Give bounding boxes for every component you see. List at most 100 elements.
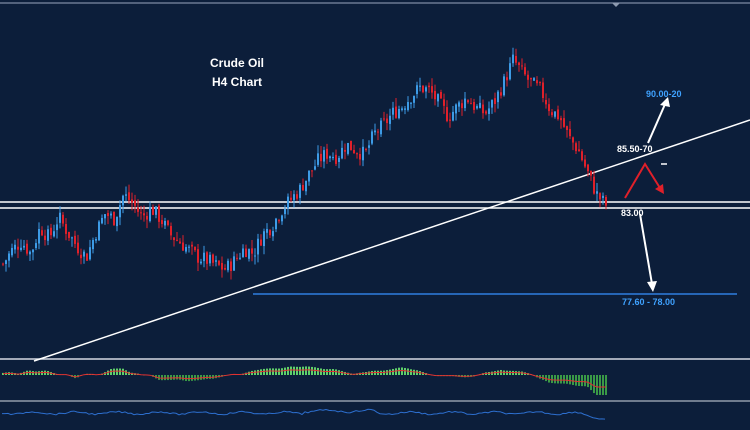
bear-candle (269, 230, 271, 236)
bear-candle (506, 77, 508, 81)
bear-candle (212, 254, 214, 263)
histogram-bar (407, 368, 409, 375)
bull-candle (503, 76, 505, 96)
histogram-bar (548, 375, 550, 383)
bear-candle (302, 185, 304, 191)
bull-candle (491, 100, 493, 108)
histogram-bar (395, 368, 397, 375)
histogram-bar (563, 375, 565, 384)
bear-candle (335, 154, 337, 164)
bear-candle (218, 260, 220, 265)
bull-candle (332, 156, 334, 159)
bear-candle (482, 104, 484, 114)
bear-candle (560, 118, 562, 121)
histogram-bar (584, 375, 586, 387)
bull-candle (227, 260, 229, 271)
bull-candle (389, 115, 391, 124)
top-marker-icon (612, 3, 620, 7)
bull-candle (362, 146, 364, 161)
bear-candle (344, 149, 346, 152)
bull-candle (29, 251, 31, 255)
bull-candle (35, 243, 37, 249)
histogram-bar (320, 368, 322, 375)
bull-candle (71, 237, 73, 239)
bear-candle (431, 86, 433, 93)
bear-candle (365, 148, 367, 150)
histogram-bar (299, 366, 301, 375)
arrow-down-head-icon (647, 281, 657, 292)
bear-candle (356, 153, 358, 155)
bull-candle (368, 145, 370, 148)
histogram-bar (119, 368, 121, 375)
candles-group (2, 47, 607, 280)
bull-candle (602, 195, 604, 198)
bear-candle (170, 226, 172, 236)
bull-candle (299, 184, 301, 198)
bear-candle (311, 170, 313, 172)
histogram-bar (572, 375, 574, 386)
bear-candle (536, 80, 538, 84)
bear-candle (422, 85, 424, 93)
bull-candle (308, 170, 310, 182)
bull-candle (8, 253, 10, 261)
bull-scenario-arrow (647, 97, 670, 144)
histogram-bar (560, 375, 562, 384)
bull-candle (11, 247, 13, 256)
bear-candle (551, 112, 553, 116)
bear-candle (128, 192, 130, 201)
lower-target-label: 77.60 - 78.00 (622, 297, 675, 307)
bull-candle (125, 194, 127, 196)
bull-candle (116, 216, 118, 227)
bull-candle (293, 194, 295, 201)
histogram-bar (293, 366, 295, 375)
bull-candle (419, 85, 421, 87)
bear-candle (569, 129, 571, 137)
bear-candle (197, 249, 199, 263)
bull-candle (83, 251, 85, 257)
bear-candle (86, 253, 88, 261)
bull-candle (101, 217, 103, 224)
bear-candle (131, 199, 133, 203)
bull-candle (338, 157, 340, 162)
histogram-bar (116, 368, 118, 375)
bull-candle (89, 247, 91, 260)
bull-candle (188, 246, 190, 248)
bear-candle (260, 239, 262, 246)
bear-candle (530, 77, 532, 80)
bear-candle (290, 197, 292, 200)
bear-candle (179, 241, 181, 244)
bull-candle (275, 218, 277, 230)
bull-candle (242, 248, 244, 258)
bear-candle (590, 170, 592, 176)
bear-candle (251, 248, 253, 254)
bull-candle (488, 108, 490, 114)
histogram-bar (554, 375, 556, 384)
bull-candle (248, 249, 250, 259)
histogram-bar (110, 369, 112, 375)
histogram-bar (302, 366, 304, 375)
bear-candle (245, 248, 247, 258)
histogram-bar (260, 369, 262, 375)
pullback-path (624, 162, 661, 199)
arrow-up-to-target-line (647, 101, 667, 144)
bull-candle (341, 147, 343, 159)
bull-candle (164, 220, 166, 226)
bear-candle (449, 119, 451, 121)
bear-candle (107, 213, 109, 217)
bull-candle (404, 108, 406, 110)
resistance-label: 85.50-70 (617, 144, 653, 154)
bear-candle (500, 92, 502, 96)
bull-candle (95, 239, 97, 241)
bear-candle (377, 131, 379, 133)
bear-candle (545, 99, 547, 105)
pullback-head-icon (655, 184, 664, 194)
bear-candle (137, 207, 139, 212)
bull-candle (20, 247, 22, 250)
bull-candle (56, 224, 58, 231)
bear-candle (50, 227, 52, 236)
histogram-bar (326, 369, 328, 375)
bear-candle (161, 220, 163, 225)
histogram-bar (566, 375, 568, 384)
bull-candle (455, 104, 457, 114)
